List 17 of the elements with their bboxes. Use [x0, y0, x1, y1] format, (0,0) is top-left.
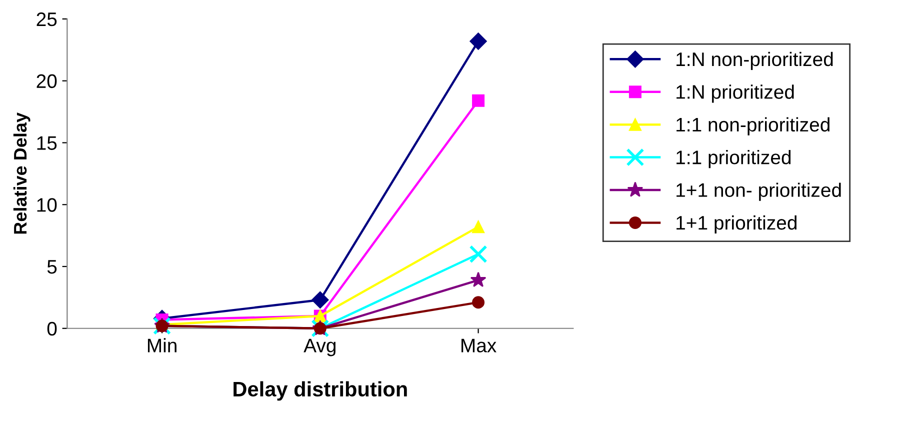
- y-tick-label: 25: [36, 12, 57, 26]
- legend-label: 1:1 prioritized: [676, 150, 791, 168]
- legend-label: 1+1 prioritized: [676, 215, 796, 234]
- legend-label: 1:N non-prioritized: [676, 52, 833, 70]
- x-tick-label: Min: [148, 338, 176, 352]
- y-axis-title: Relative Delay: [13, 112, 30, 234]
- y-tick-label: 5: [47, 260, 57, 274]
- x-tick-label: Max: [462, 338, 496, 352]
- y-tick-label: 20: [36, 74, 57, 88]
- legend-label: 1:1 non-prioritized: [676, 117, 830, 136]
- y-tick-label: 15: [37, 136, 57, 150]
- x-axis-title: Delay distribution: [234, 381, 407, 401]
- legend-label: 1+1 non- prioritized: [676, 182, 841, 201]
- legend-label: 1:N prioritized: [676, 84, 794, 103]
- y-tick-label: 0: [47, 322, 57, 336]
- y-tick-label: 10: [37, 198, 57, 212]
- x-tick-label: Avg: [304, 338, 336, 356]
